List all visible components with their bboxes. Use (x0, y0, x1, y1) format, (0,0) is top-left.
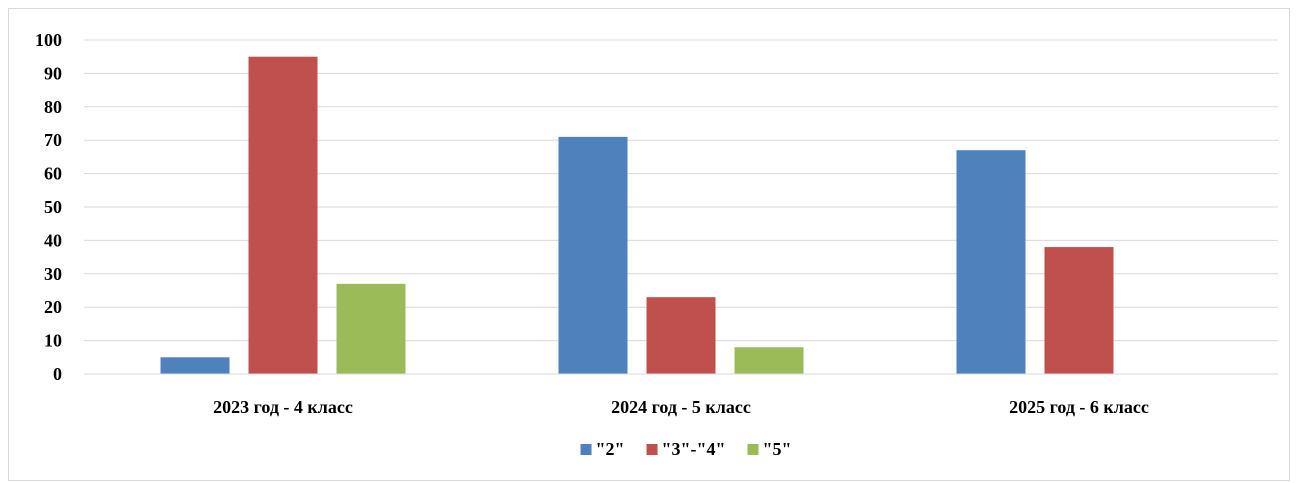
y-tick-label: 10 (44, 331, 62, 351)
y-tick-label: 70 (44, 130, 62, 150)
bar (248, 56, 318, 374)
legend-swatch (747, 444, 759, 455)
x-category-label: 2024 год - 5 класс (611, 397, 751, 417)
y-tick-label: 20 (44, 297, 62, 317)
legend-label: "2" (596, 439, 625, 459)
legend-item: "5" (747, 439, 791, 459)
bar (558, 136, 628, 374)
bar (336, 283, 406, 374)
chart-frame (8, 8, 1290, 481)
y-tick-label: 50 (44, 197, 62, 217)
y-tick-label: 90 (44, 63, 62, 83)
legend-swatch (646, 444, 658, 455)
y-axis-tick-labels: 0 10 20 30 40 50 60 70 80 90 100 (35, 30, 62, 384)
y-tick-label: 100 (35, 30, 62, 50)
legend-item: "2" (580, 439, 625, 459)
bar (1044, 247, 1114, 374)
bars (160, 56, 1114, 374)
legend-label: "3"-"4" (662, 439, 726, 459)
legend-item: "3"-"4" (646, 439, 726, 459)
y-tick-label: 60 (44, 164, 62, 184)
legend-label: "5" (762, 439, 791, 459)
bar (646, 297, 716, 374)
x-category-label: 2025 год - 6 класс (1009, 397, 1149, 417)
y-tick-label: 30 (44, 264, 62, 284)
bar (160, 357, 230, 374)
legend-swatch (580, 444, 592, 455)
x-category-label: 2023 год - 4 класс (213, 397, 353, 417)
y-tick-label: 0 (53, 364, 62, 384)
x-axis-category-labels: 2023 год - 4 класс 2024 год - 5 класс 2025… (213, 397, 1149, 417)
y-tick-label: 80 (44, 97, 62, 117)
bar (956, 150, 1026, 374)
legend: "2" "3"-"4" "5" (580, 439, 791, 459)
bar (734, 347, 804, 374)
y-tick-label: 40 (44, 230, 62, 250)
